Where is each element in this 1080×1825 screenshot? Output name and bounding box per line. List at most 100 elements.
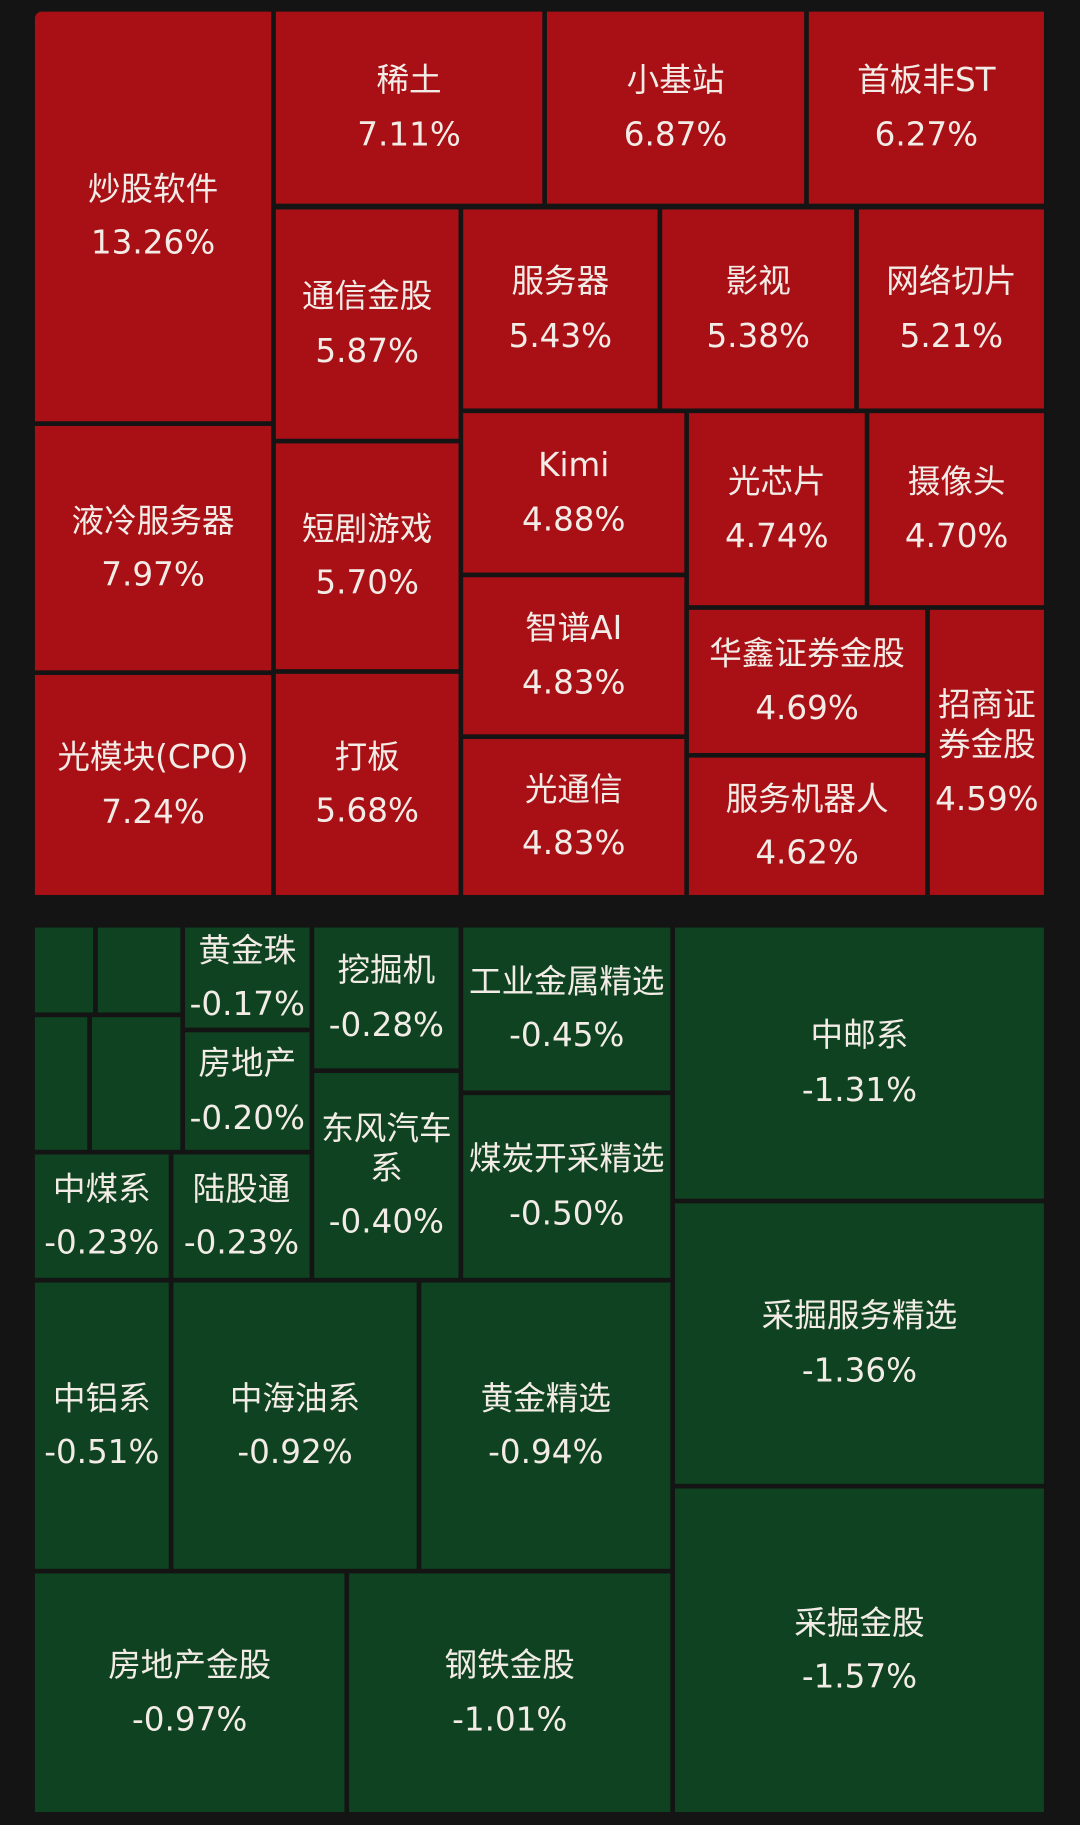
- tile-name: 影视: [725, 262, 791, 301]
- tile-percent: -0.51%: [44, 1432, 160, 1472]
- treemap-tile[interactable]: 炒股软件 13.26%: [34, 11, 272, 422]
- tile-percent: -1.57%: [801, 1657, 918, 1696]
- tile-name: 工业金属精选: [468, 962, 665, 1001]
- tile-percent: 5.43%: [508, 315, 613, 355]
- tile-percent: -0.17%: [189, 984, 305, 1023]
- tile-percent: 4.74%: [725, 516, 829, 555]
- tile-percent: 6.87%: [623, 114, 728, 154]
- tile-name: 陆股通: [192, 1169, 291, 1208]
- tile-percent: -0.23%: [183, 1223, 300, 1262]
- treemap-tile[interactable]: Kimi 4.88%: [463, 413, 685, 573]
- treemap-tile[interactable]: [34, 927, 94, 1013]
- tile-name: 小基站: [626, 60, 725, 100]
- tile-name: 房地产金股: [108, 1645, 272, 1685]
- tile-name: 炒股软件: [87, 169, 219, 209]
- tile-name: 钢铁金股: [444, 1645, 575, 1685]
- tile-percent: 4.88%: [521, 499, 626, 539]
- tile-percent: -0.94%: [488, 1432, 604, 1472]
- treemap-tile[interactable]: 中海油系 -0.92%: [173, 1282, 417, 1569]
- tile-percent: 13.26%: [90, 223, 216, 262]
- treemap-tile[interactable]: 招商证券金股 4.59%: [929, 609, 1044, 895]
- treemap-tile[interactable]: 黄金珠 -0.17%: [185, 927, 310, 1028]
- treemap-tile[interactable]: 短剧游戏 5.70%: [275, 443, 459, 670]
- tile-name: 服务机器人: [725, 779, 889, 818]
- tile-name: 稀土: [376, 60, 442, 100]
- tile-name: 网络切片: [886, 262, 1017, 301]
- tile-percent: 6.27%: [874, 114, 979, 154]
- treemap-tile[interactable]: 通信金股 5.87%: [275, 209, 459, 439]
- tile-name: Kimi: [538, 446, 610, 485]
- treemap-tile[interactable]: 小基站 6.87%: [546, 11, 805, 204]
- treemap-tile[interactable]: 光模块(CPO) 7.24%: [34, 674, 272, 895]
- tile-name: 打板: [334, 737, 400, 777]
- tile-name: 光模块(CPO): [57, 738, 249, 777]
- tile-name: 中煤系: [52, 1169, 151, 1208]
- tile-name: 摄像头: [907, 462, 1006, 501]
- tile-percent: -1.01%: [452, 1699, 568, 1739]
- tile-name: 中海油系: [229, 1378, 361, 1418]
- tile-percent: -0.23%: [44, 1223, 160, 1262]
- treemap-tile[interactable]: 黄金精选 -0.94%: [421, 1282, 671, 1569]
- tile-percent: 4.83%: [521, 823, 626, 863]
- treemap-tile[interactable]: 打板 5.68%: [275, 673, 459, 895]
- treemap-tile[interactable]: 光芯片 4.74%: [688, 413, 865, 606]
- treemap-tile[interactable]: 稀土 7.11%: [275, 11, 543, 204]
- tile-name: 通信金股: [301, 277, 433, 316]
- tile-name: 东风汽车系: [321, 1108, 452, 1187]
- treemap-tile[interactable]: 东风汽车系 -0.40%: [314, 1073, 459, 1278]
- treemap-tile[interactable]: [91, 1017, 181, 1150]
- treemap-tile[interactable]: [97, 927, 181, 1013]
- tile-percent: 4.70%: [904, 516, 1009, 555]
- treemap-tile[interactable]: 采掘金股 -1.57%: [674, 1488, 1044, 1813]
- tile-percent: -0.40%: [328, 1202, 445, 1241]
- treemap-tile[interactable]: 中铝系 -0.51%: [34, 1282, 169, 1569]
- tile-name: 黄金珠: [198, 930, 297, 970]
- treemap-tile[interactable]: 采掘服务精选 -1.36%: [674, 1203, 1044, 1484]
- treemap-tile[interactable]: 智谱AI 4.83%: [463, 577, 685, 735]
- tile-name: 中铝系: [52, 1378, 151, 1418]
- tile-name: 采掘金股: [794, 1603, 925, 1642]
- treemap-tile[interactable]: 华鑫证券金股 4.69%: [688, 609, 926, 753]
- treemap-tile[interactable]: 陆股通 -0.23%: [173, 1154, 310, 1278]
- tile-name: 服务器: [511, 262, 610, 301]
- tile-percent: -0.92%: [237, 1432, 353, 1472]
- treemap-tile[interactable]: [34, 1017, 88, 1150]
- treemap-tile[interactable]: 网络切片 5.21%: [858, 209, 1044, 409]
- tile-percent: 7.11%: [357, 114, 461, 154]
- tile-percent: 5.38%: [706, 315, 810, 355]
- tile-percent: -0.20%: [189, 1098, 305, 1137]
- tile-name: 采掘服务精选: [761, 1296, 958, 1336]
- treemap-tile[interactable]: 房地产金股 -0.97%: [34, 1573, 345, 1813]
- treemap-tile[interactable]: 光通信 4.83%: [463, 739, 685, 895]
- treemap-tile[interactable]: 摄像头 4.70%: [869, 413, 1044, 606]
- treemap-tile[interactable]: 首板非ST 6.27%: [808, 11, 1044, 204]
- tile-name: 首板非ST: [857, 60, 996, 100]
- treemap-tile[interactable]: 煤炭开采精选 -0.50%: [463, 1095, 671, 1278]
- tile-name: 光通信: [524, 770, 623, 809]
- tile-percent: 5.70%: [315, 563, 419, 602]
- tile-percent: 5.68%: [315, 791, 419, 830]
- tile-percent: -1.31%: [801, 1070, 918, 1109]
- tile-percent: -0.28%: [328, 1004, 445, 1044]
- tile-name: 华鑫证券金股: [709, 634, 905, 674]
- tile-name: 智谱AI: [525, 609, 623, 648]
- treemap-tile[interactable]: 房地产 -0.20%: [185, 1032, 310, 1150]
- treemap-tile[interactable]: 中煤系 -0.23%: [34, 1154, 169, 1278]
- tile-percent: 4.62%: [755, 833, 859, 872]
- treemap-tile[interactable]: 液冷服务器 7.97%: [34, 425, 272, 671]
- treemap-tile[interactable]: 中邮系 -1.31%: [674, 927, 1044, 1199]
- tile-name: 光芯片: [727, 462, 826, 501]
- tile-percent: -0.45%: [509, 1015, 625, 1055]
- tile-percent: -0.97%: [132, 1699, 248, 1739]
- treemap-tile[interactable]: 挖掘机 -0.28%: [314, 927, 459, 1069]
- tile-name: 黄金精选: [480, 1378, 611, 1418]
- treemap-tile[interactable]: 工业金属精选 -0.45%: [463, 927, 671, 1091]
- tile-name: 液冷服务器: [71, 501, 235, 540]
- tile-percent: 5.87%: [315, 331, 419, 370]
- treemap-tile[interactable]: 服务器 5.43%: [463, 209, 658, 409]
- treemap-tile[interactable]: 影视 5.38%: [662, 209, 855, 409]
- treemap-tile[interactable]: 服务机器人 4.62%: [688, 757, 926, 895]
- tile-percent: 4.69%: [755, 688, 859, 727]
- treemap-tile[interactable]: 钢铁金股 -1.01%: [349, 1573, 671, 1813]
